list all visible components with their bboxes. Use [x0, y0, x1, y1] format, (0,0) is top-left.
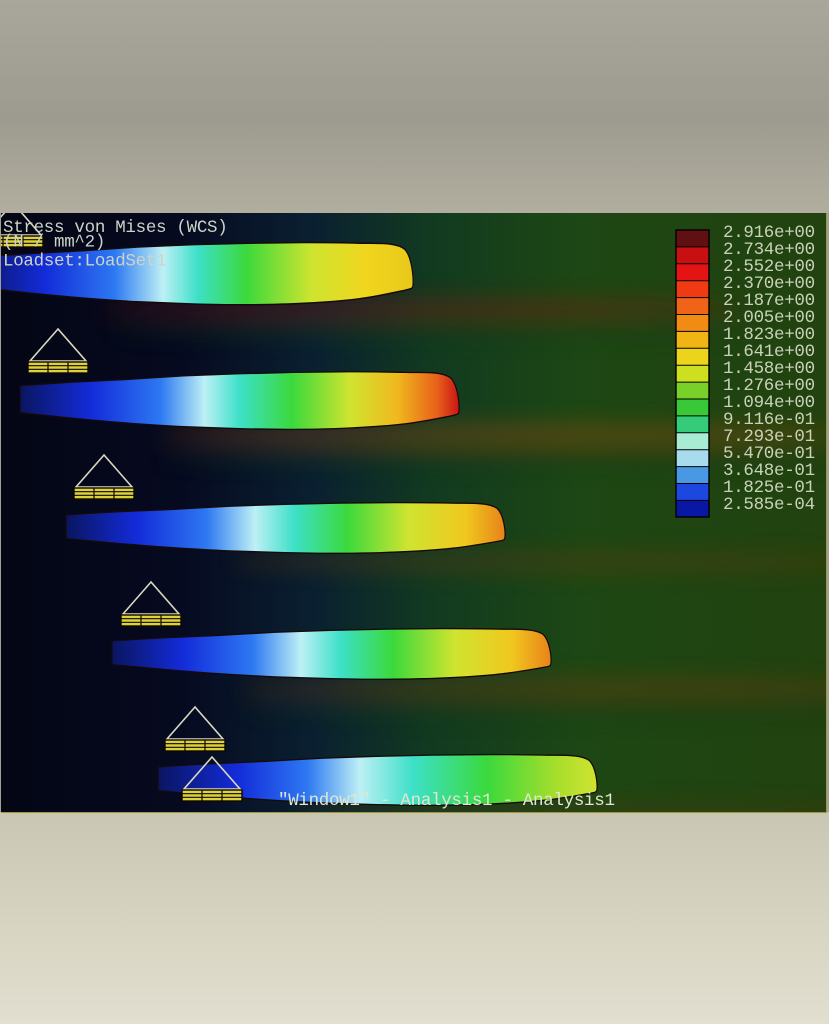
svg-text:2.585e-04: 2.585e-04 [723, 495, 815, 515]
svg-text:Loadset:LoadSet1: Loadset:LoadSet1 [3, 252, 166, 272]
svg-text:(N / mm^2): (N / mm^2) [3, 233, 105, 253]
svg-text:"Window1" - Analysis1 - Ana: "Window1" - Analysis1 - Analysis1 [278, 791, 615, 811]
